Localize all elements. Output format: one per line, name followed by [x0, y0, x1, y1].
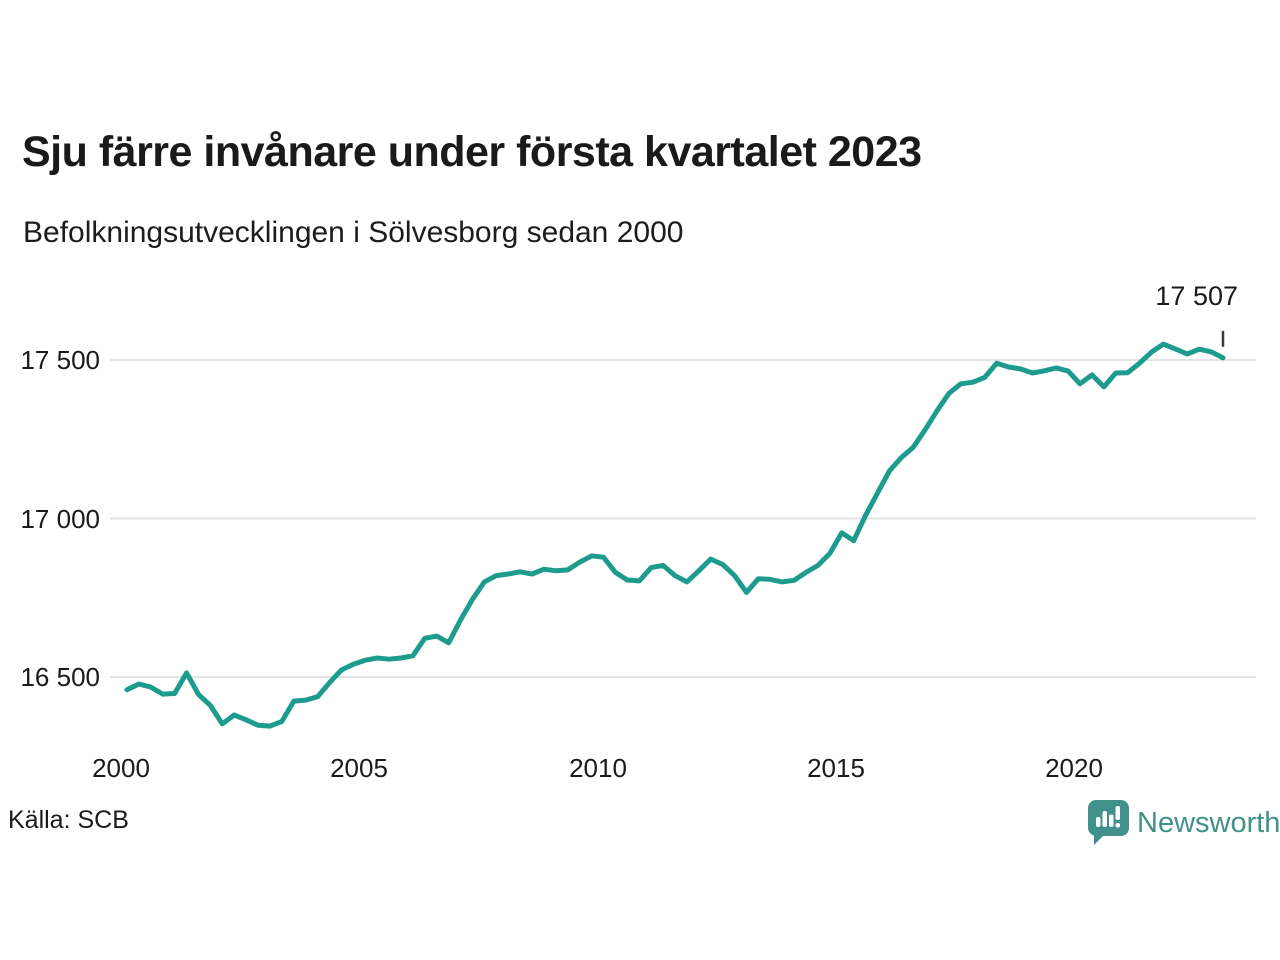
population-line [124, 341, 1226, 729]
brand-logo: Newsworthy [1088, 800, 1280, 847]
x-axis-tick-label: 2020 [1045, 753, 1103, 783]
exclamation-stem [1115, 806, 1120, 820]
source-note: Källa: SCB [8, 806, 129, 834]
x-axis-tick-label: 2015 [807, 753, 865, 783]
y-axis-tick-label: 17 000 [20, 504, 100, 534]
exclamation-dot [1115, 823, 1120, 828]
x-axis-tick-label: 2000 [92, 753, 150, 783]
y-axis-tick-label: 17 500 [20, 345, 100, 375]
speech-bubble-shape [1088, 800, 1129, 845]
bar-1 [1096, 817, 1101, 827]
chart-subtitle: Befolkningsutvecklingen i Sölvesborg sed… [23, 216, 684, 249]
bar-3 [1109, 814, 1114, 827]
last-value-annotation: 17 507 [1155, 281, 1238, 311]
x-axis-tick-label: 2010 [569, 753, 627, 783]
brand-wordmark: Newsworthy [1137, 807, 1280, 839]
chart-title: Sju färre invånare under första kvartale… [22, 128, 922, 176]
x-axis-tick-label: 2005 [330, 753, 388, 783]
bar-2 [1102, 811, 1107, 827]
newsworthy-speech-bubble-icon [1088, 800, 1129, 845]
y-axis-tick-label: 16 500 [20, 662, 100, 692]
